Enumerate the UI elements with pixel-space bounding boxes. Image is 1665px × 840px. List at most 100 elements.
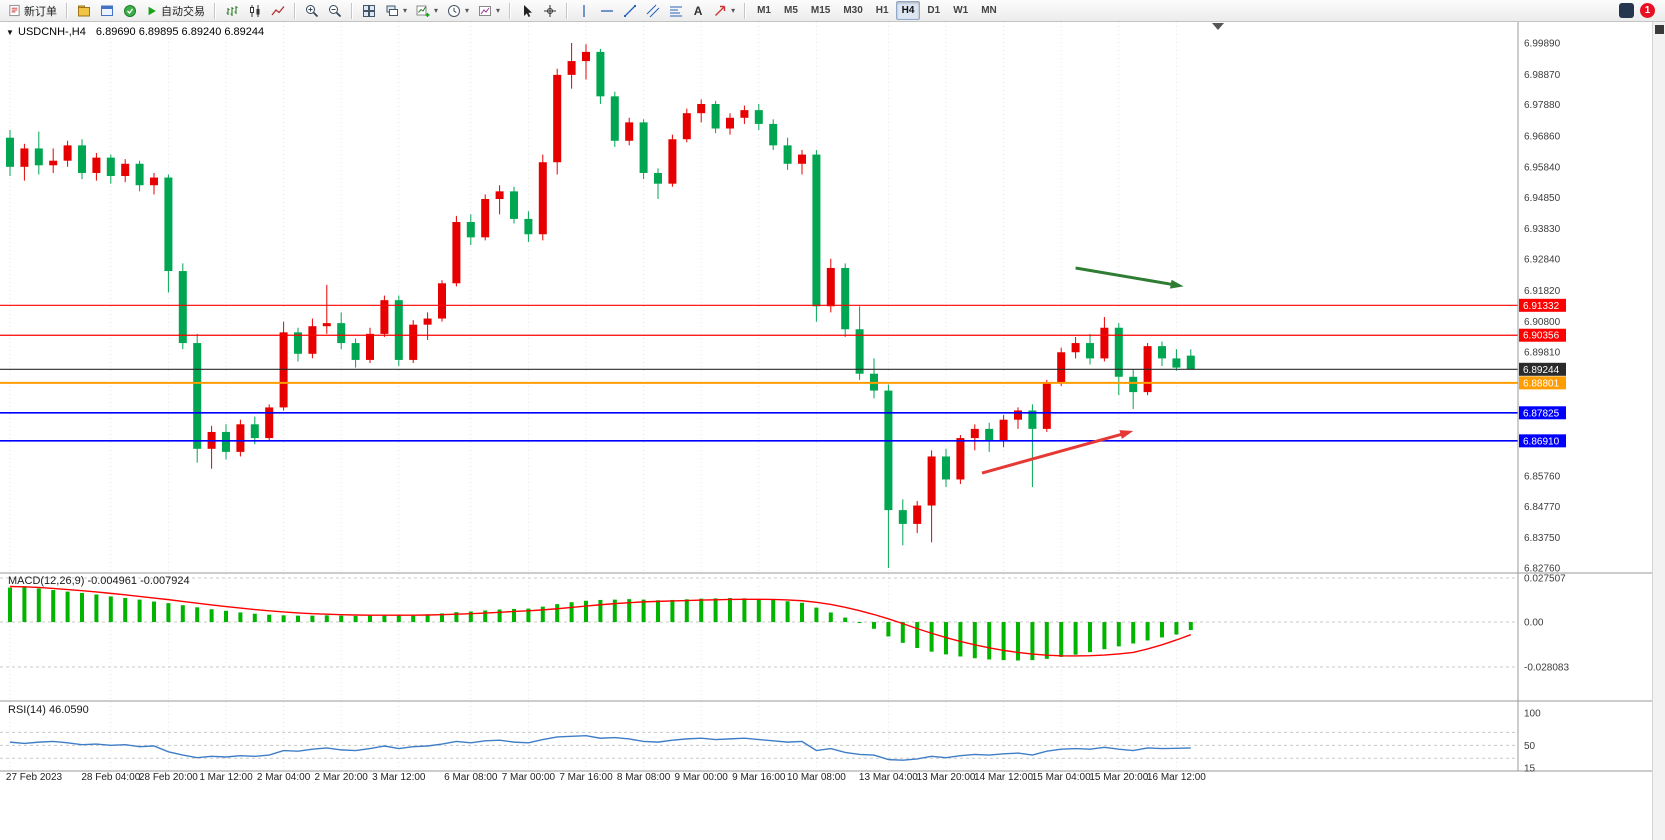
macd-histogram-bar (1174, 622, 1179, 635)
trend-arrow-red[interactable] (981, 431, 1127, 475)
notification-badge[interactable]: 1 (1640, 3, 1655, 18)
play-icon (146, 5, 158, 17)
price-tag-label: 6.87825 (1523, 408, 1560, 419)
one-click-trading-toggle[interactable]: ▼ (6, 28, 14, 37)
candle-body (985, 428, 994, 442)
macd-histogram-bar (886, 622, 891, 637)
macd-histogram-bar (396, 615, 401, 623)
candlestick-chart-button[interactable] (244, 2, 266, 20)
timeframe-w1-button[interactable]: W1 (953, 5, 969, 16)
macd-histogram-bar (224, 610, 228, 623)
macd-histogram-bar (94, 594, 99, 623)
crosshair-tool-button[interactable] (539, 2, 561, 20)
candle-body (913, 505, 922, 524)
template-icon (478, 4, 492, 18)
candle-body (20, 148, 29, 167)
candle-body (898, 510, 907, 524)
arrows-tool-button[interactable]: ▾ (709, 2, 739, 20)
text-tool-button[interactable]: A (688, 2, 708, 20)
strategy-tester-button[interactable] (119, 2, 141, 20)
macd-histogram-bar (900, 622, 905, 643)
chart-shift-marker[interactable] (1212, 23, 1224, 30)
timeframe-mn-button[interactable]: MN (981, 5, 997, 16)
new-order-button[interactable]: 新订单 (4, 2, 61, 20)
line-chart-button[interactable] (267, 2, 289, 20)
vertical-scrollbar[interactable] (1652, 22, 1665, 840)
community-icon[interactable] (1619, 3, 1634, 18)
trend-arrow-red-head[interactable] (1119, 430, 1134, 439)
toolbar: 新订单 自动交易 (0, 0, 1665, 22)
fibonacci-tool-button[interactable] (665, 2, 687, 20)
timeframe-h4-button[interactable]: H4 (895, 1, 921, 20)
cursor-tool-button[interactable] (516, 2, 538, 20)
timeframe-d1-button[interactable]: D1 (927, 5, 941, 16)
zoom-out-button[interactable] (324, 2, 346, 20)
macd-histogram-bar (771, 599, 776, 623)
cascade-windows-button[interactable]: ▾ (381, 2, 411, 20)
vertical-line-tool-button[interactable] (573, 2, 595, 20)
tile-windows-icon (362, 4, 376, 18)
macd-histogram-bar (440, 613, 444, 623)
macd-histogram-bar (296, 615, 300, 623)
time-axis-label: 2 Mar 04:00 (257, 772, 311, 783)
candle-body (1158, 346, 1166, 359)
macd-signal-line (9, 585, 1192, 657)
zoom-in-button[interactable] (301, 2, 323, 20)
macd-histogram-bar (1001, 622, 1006, 661)
macd-histogram-bar (36, 588, 41, 623)
price-axis-label: 6.93830 (1524, 224, 1561, 235)
scroll-button[interactable] (1655, 25, 1664, 34)
clock-icon (447, 4, 461, 18)
timeframe-m5-button[interactable]: M5 (783, 5, 798, 16)
price-tag-badge (1519, 434, 1566, 448)
macd-histogram-bar (238, 612, 243, 623)
periods-button[interactable]: ▾ (443, 2, 473, 20)
candle-body (495, 191, 504, 200)
horizontal-line-tool-button[interactable] (596, 2, 618, 20)
candle-body (1129, 376, 1138, 393)
tile-windows-button[interactable] (358, 2, 380, 20)
candle-body (78, 145, 86, 173)
chart-title: USDCNH-,H4 6.89690 6.89895 6.89240 6.892… (18, 26, 264, 38)
macd-histogram-bar (8, 587, 12, 623)
candle-body (322, 323, 331, 327)
bar-chart-button[interactable] (221, 2, 243, 20)
toolbar-separator (66, 2, 68, 19)
channel-tool-button[interactable] (642, 2, 664, 20)
candle-body (106, 157, 115, 177)
cursor-icon (520, 4, 534, 18)
candle-body (6, 137, 14, 167)
crosshair-icon (543, 4, 557, 18)
toolbar-separator (214, 2, 216, 19)
macd-histogram-bar (382, 614, 387, 623)
macd-histogram-bar (512, 608, 516, 623)
timeframe-m30-button[interactable]: M30 (843, 5, 863, 16)
toolbar-separator (744, 2, 747, 19)
indicators-button[interactable]: ▾ (412, 2, 442, 20)
price-tag-badge (1519, 376, 1566, 390)
trend-arrow-green-head[interactable] (1170, 279, 1184, 289)
auto-trading-button[interactable]: 自动交易 (142, 2, 209, 20)
timeframe-h1-button[interactable]: H1 (875, 5, 889, 16)
templates-button[interactable]: ▾ (474, 2, 504, 20)
navigator-button[interactable] (73, 2, 95, 20)
time-axis-label: 13 Mar 04:00 (859, 772, 918, 783)
macd-histogram-bar (425, 614, 430, 623)
macd-histogram-bar (1145, 622, 1150, 641)
trend-arrow-green[interactable] (1075, 266, 1177, 287)
terminal-button[interactable] (96, 2, 118, 20)
candle-body (754, 110, 763, 124)
macd-histogram-bar (684, 599, 689, 623)
macd-histogram-bar (108, 596, 113, 623)
macd-histogram-bar (915, 622, 920, 648)
timeframe-m1-button[interactable]: M1 (757, 5, 771, 16)
candle-body (826, 267, 835, 307)
time-axis-label: 10 Mar 08:00 (787, 772, 846, 783)
chart-canvas[interactable]: 6.91332 6.90356 6.89244 6.88801 6.87825 6.869… (0, 22, 1665, 790)
timeframe-m15-button[interactable]: M15 (810, 5, 831, 16)
candle-body (711, 103, 720, 129)
macd-histogram-bar (1116, 622, 1121, 647)
macd-histogram-bar (80, 592, 84, 623)
macd-histogram-bar (1088, 622, 1092, 653)
trendline-tool-button[interactable] (619, 2, 641, 20)
